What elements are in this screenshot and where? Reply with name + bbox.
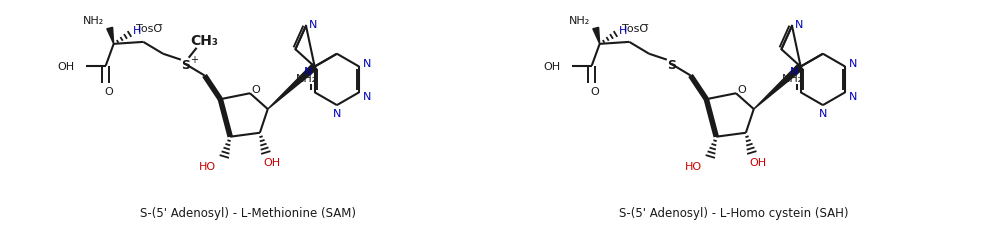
Text: OH: OH — [263, 158, 280, 168]
Text: H: H — [619, 26, 628, 36]
Text: N: N — [309, 20, 317, 30]
Polygon shape — [754, 65, 803, 110]
Text: N: N — [333, 109, 341, 118]
Text: S-(5' Adenosyl) - L-Homo cystein (SAH): S-(5' Adenosyl) - L-Homo cystein (SAH) — [619, 206, 849, 219]
Text: N: N — [303, 66, 312, 76]
Polygon shape — [268, 65, 317, 110]
Text: N: N — [789, 66, 798, 76]
Text: N: N — [849, 92, 857, 102]
Text: S-(5' Adenosyl) - L-Methionine (SAM): S-(5' Adenosyl) - L-Methionine (SAM) — [140, 206, 356, 219]
Text: OH: OH — [749, 158, 767, 168]
Text: NH₂: NH₂ — [84, 16, 104, 26]
Text: NH₂: NH₂ — [570, 16, 590, 26]
Text: S: S — [181, 59, 190, 72]
Text: NH₂: NH₂ — [782, 74, 803, 84]
Text: N: N — [795, 20, 803, 30]
Text: O: O — [738, 85, 746, 95]
Text: OH: OH — [543, 61, 560, 71]
Text: O: O — [104, 87, 113, 97]
Polygon shape — [592, 28, 599, 45]
Text: CH₃: CH₃ — [191, 34, 218, 48]
Text: +: + — [190, 54, 198, 64]
Text: HO: HO — [200, 162, 216, 172]
Text: H: H — [133, 26, 142, 36]
Text: O: O — [252, 85, 261, 95]
Text: N: N — [819, 109, 828, 118]
Text: HO: HO — [685, 162, 703, 172]
Text: N: N — [849, 58, 857, 68]
Text: N: N — [363, 58, 371, 68]
Text: O: O — [590, 87, 599, 97]
Text: TosO̅: TosO̅ — [622, 24, 648, 34]
Text: N: N — [363, 92, 371, 102]
Text: OH: OH — [57, 61, 74, 71]
Text: NH₂: NH₂ — [296, 74, 318, 84]
Polygon shape — [107, 28, 114, 45]
Text: TosO̅: TosO̅ — [136, 24, 162, 34]
Text: S: S — [667, 59, 676, 72]
